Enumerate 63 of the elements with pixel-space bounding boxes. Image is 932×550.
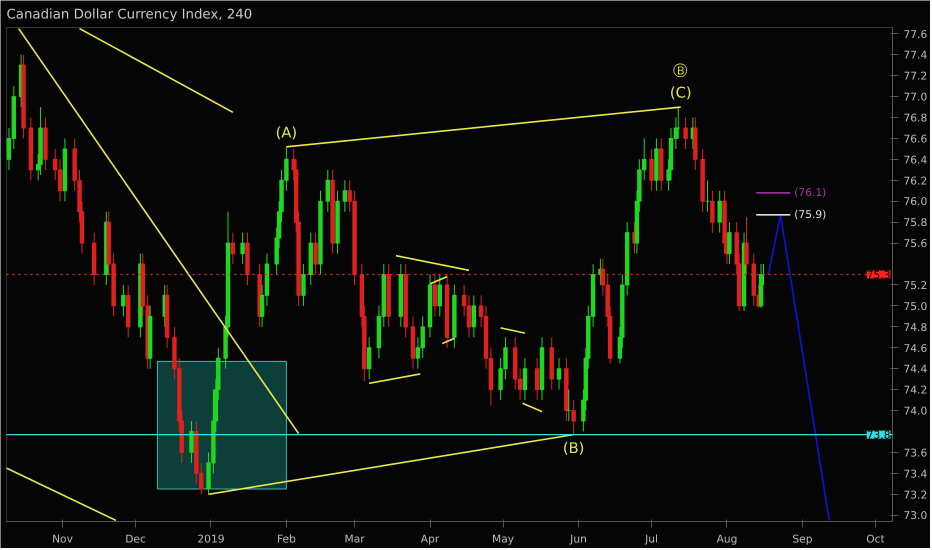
x-tick-label: Feb [276, 532, 296, 546]
y-tick-label: 73.2 [904, 488, 928, 502]
y-tick-label: 73.0 [904, 509, 928, 522]
candlestick [744, 216, 749, 275]
y-tick-label: 77.4 [904, 48, 928, 62]
x-tick-label: Sep [792, 532, 813, 546]
y-tick-label: 77.2 [904, 70, 928, 83]
candlestick [342, 180, 348, 212]
y-tick-label: 73.6 [904, 446, 928, 460]
candlestick [522, 358, 528, 401]
candlestick [710, 190, 715, 234]
y-tick-label: 73.4 [904, 467, 928, 480]
y-tick-label: 76.4 [904, 153, 928, 166]
y-tick-label: 75.0 [904, 300, 928, 313]
candlestick [432, 274, 438, 317]
y-tick-label: 74.4 [904, 362, 928, 376]
y-tick-label: 77.6 [904, 28, 928, 41]
chart-title: Canadian Dollar Currency Index, 240 [6, 8, 252, 22]
candlestick [571, 400, 576, 436]
candlestick [534, 358, 540, 401]
x-tick-label: Apr [420, 532, 440, 546]
candlestick [438, 274, 442, 317]
candlestick [121, 284, 126, 317]
candlestick [313, 232, 318, 275]
x-tick-label: Jul [644, 532, 658, 546]
y-tick-label: 75.8 [904, 216, 928, 230]
ref-line-label: 75.3 [866, 268, 891, 282]
annotation: (C) [670, 84, 692, 102]
ref-line-label: 73.8 [866, 428, 891, 442]
y-tick-label: 74.0 [904, 404, 928, 418]
y-tick-label: 74.8 [904, 320, 928, 334]
x-tick-label: Aug [716, 532, 738, 546]
annotation: (B) [562, 440, 584, 458]
candlestick [240, 232, 245, 265]
x-tick-label: Mar [344, 532, 366, 546]
y-tick-label: 76.6 [904, 132, 928, 146]
candlestick [683, 117, 688, 150]
annotation: (A) [276, 124, 298, 142]
x-tick-label: 2019 [197, 532, 225, 546]
candlestick [472, 294, 476, 338]
y-tick-label: 74.6 [904, 342, 928, 355]
y-tick-label: 74.2 [904, 384, 928, 397]
series-label: (76.1) [794, 186, 826, 199]
x-tick-label: Nov [52, 532, 73, 546]
candlestick [717, 190, 722, 234]
candlestick [556, 358, 562, 390]
x-tick-label: May [492, 532, 514, 546]
y-tick-label: 75.6 [904, 237, 928, 250]
y-tick-label: 75.2 [904, 278, 928, 292]
candlestick [301, 264, 306, 306]
candlestick [326, 169, 330, 212]
candlestick [366, 336, 372, 380]
x-tick-label: Jun [569, 532, 587, 546]
x-tick-label: Dec [125, 532, 146, 546]
candlestick [649, 148, 654, 192]
y-tick-label: 76.2 [904, 174, 928, 188]
y-tick-label: 77.0 [904, 90, 928, 104]
annotation: Ⓑ [673, 62, 688, 80]
x-tick-label: Oct [866, 532, 885, 546]
candlestick [230, 232, 236, 265]
y-tick-label: 76.0 [904, 195, 928, 208]
y-tick-label: 76.8 [904, 112, 928, 125]
series-label: (75.9) [794, 208, 826, 221]
